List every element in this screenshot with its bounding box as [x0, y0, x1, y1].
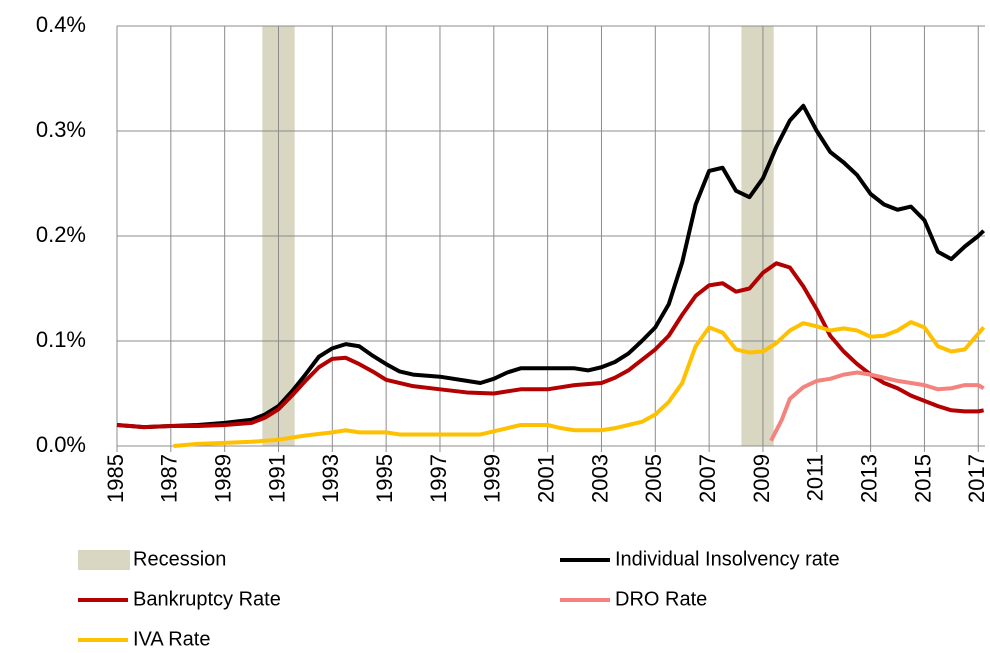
- legend-label: DRO Rate: [615, 588, 707, 610]
- x-tick-label: 1985: [103, 454, 128, 503]
- x-tick-label: 2001: [533, 454, 558, 503]
- series-line: [116, 103, 986, 430]
- x-tick-label: 1987: [157, 454, 182, 503]
- x-tick-label: 1997: [426, 454, 451, 503]
- x-tick-label: 2011: [803, 454, 828, 501]
- y-tick-label: 0.2%: [36, 222, 86, 247]
- x-tick-label: 2015: [910, 454, 935, 503]
- y-tick-label: 0.0%: [36, 432, 86, 457]
- series-line: [116, 261, 985, 430]
- x-tick-label: 2005: [641, 454, 666, 503]
- series-line: [173, 320, 986, 448]
- legend-label: Individual Insolvency rate: [615, 548, 840, 570]
- series-line: [769, 370, 985, 442]
- legend-label: Bankruptcy Rate: [133, 588, 281, 610]
- x-tick-label: 2017: [964, 454, 989, 503]
- y-tick-label: 0.1%: [36, 327, 86, 352]
- x-tick-label: 2003: [587, 454, 612, 503]
- x-tick-label: 2013: [856, 454, 881, 503]
- y-tick-label: 0.4%: [36, 12, 86, 37]
- x-tick-label: 1999: [480, 454, 505, 503]
- x-tick-label: 1991: [264, 454, 289, 503]
- x-tick-label: 2009: [749, 454, 774, 503]
- legend-swatch: [78, 550, 130, 570]
- x-tick-label: 1993: [318, 454, 343, 503]
- y-tick-label: 0.3%: [36, 117, 86, 142]
- legend-label: IVA Rate: [133, 628, 210, 650]
- x-tick-label: 1995: [372, 454, 397, 503]
- x-tick-label: 2007: [695, 454, 720, 503]
- legend-label: Recession: [133, 548, 226, 570]
- x-tick-label: 1989: [210, 454, 235, 503]
